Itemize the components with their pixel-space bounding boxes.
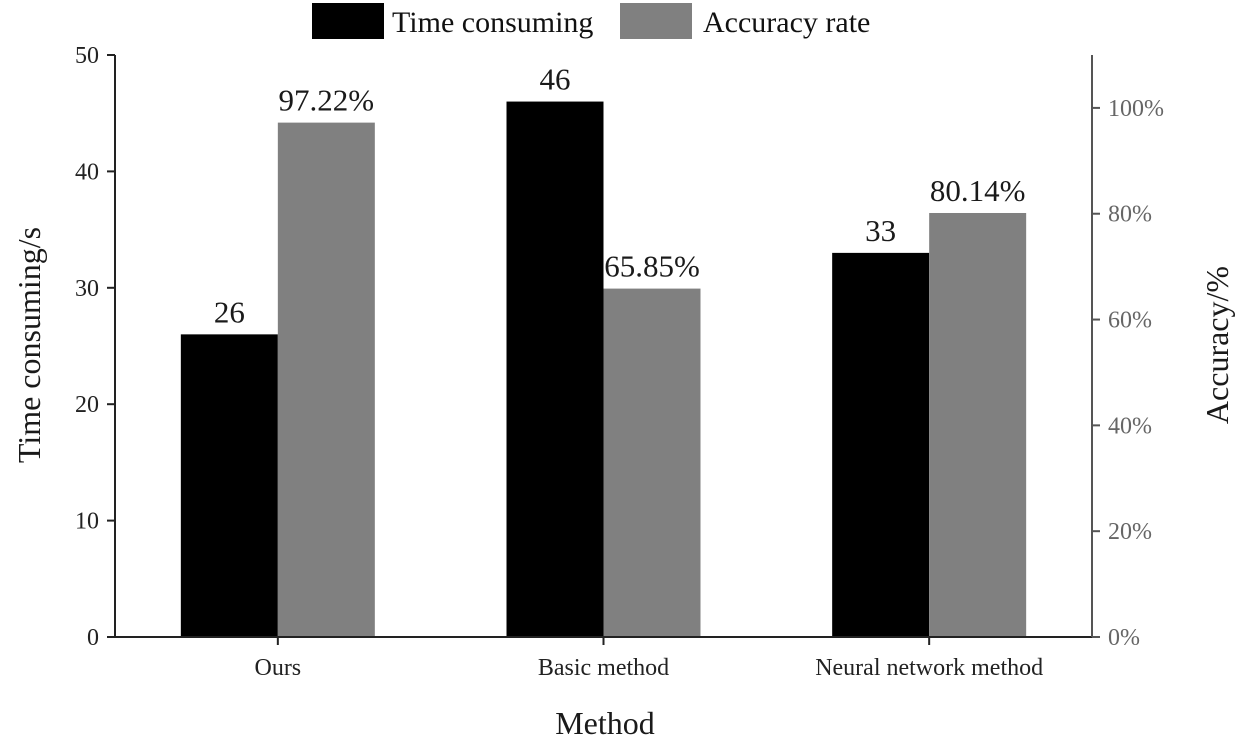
- left-tick-label-2: 20: [75, 392, 99, 418]
- data-label-time-2: 33: [865, 213, 896, 248]
- right-tick-label-2: 40%: [1108, 413, 1152, 439]
- bar-time-0: [180, 334, 278, 637]
- right-axis: 0% 20% 40% 60% 80% 100%: [1092, 96, 1164, 651]
- right-tick-label-1: 20%: [1108, 519, 1152, 545]
- right-axis-title: Accuracy/%: [1199, 266, 1235, 424]
- left-tick-label-4: 40: [75, 159, 99, 185]
- left-axis-title: Time consuming/s: [11, 227, 47, 463]
- right-tick-label-0: 0%: [1108, 625, 1140, 651]
- data-label-time-1: 46: [540, 62, 571, 97]
- legend-label-time: Time consuming: [392, 6, 593, 39]
- x-axis: Ours Basic method Neural network method: [254, 637, 1043, 681]
- bars-layer: [180, 101, 1027, 638]
- left-tick-label-3: 30: [75, 276, 99, 302]
- left-axis: 0 10 20 30 40 50: [75, 43, 115, 651]
- data-label-time-0: 26: [214, 294, 245, 329]
- legend: Time consuming Accuracy rate: [312, 3, 870, 39]
- left-tick-label-0: 0: [87, 625, 99, 651]
- data-labels-layer: 26 97.22% 46 65.85% 33 80.14%: [214, 62, 1026, 330]
- legend-label-accuracy: Accuracy rate: [703, 6, 870, 39]
- legend-swatch-accuracy: [620, 3, 692, 39]
- bar-accuracy-2: [929, 212, 1027, 637]
- data-label-accuracy-0: 97.22%: [279, 83, 375, 118]
- bar-time-2: [832, 252, 930, 637]
- left-tick-label-5: 50: [75, 43, 99, 69]
- right-tick-label-5: 100%: [1108, 96, 1164, 122]
- legend-swatch-time: [312, 3, 384, 39]
- x-axis-title: Method: [555, 705, 655, 741]
- bar-time-1: [506, 101, 604, 637]
- data-label-accuracy-1: 65.85%: [604, 249, 700, 284]
- bar-accuracy-0: [277, 122, 375, 638]
- right-tick-label-3: 60%: [1108, 308, 1152, 334]
- x-tick-label-0: Ours: [254, 655, 301, 681]
- data-label-accuracy-2: 80.14%: [930, 173, 1026, 208]
- left-tick-label-1: 10: [75, 509, 99, 535]
- right-tick-label-4: 80%: [1108, 202, 1152, 228]
- x-tick-label-2: Neural network method: [815, 655, 1043, 681]
- x-tick-label-1: Basic method: [538, 655, 669, 681]
- bar-accuracy-1: [603, 288, 701, 637]
